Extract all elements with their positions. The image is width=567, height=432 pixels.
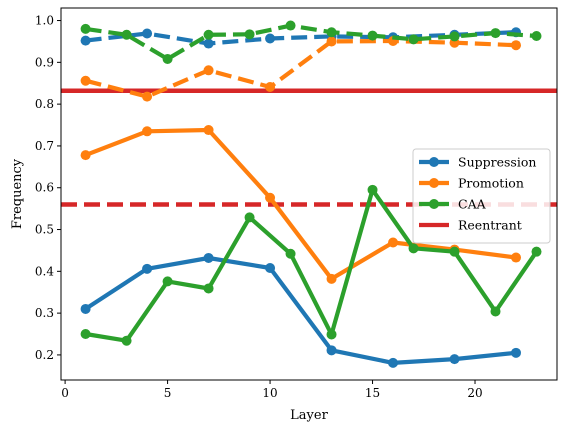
legend-box — [412, 148, 551, 244]
series-caa-point — [244, 212, 255, 223]
series-caa-point — [203, 283, 214, 294]
axes: 0 5 10 15 20 0.2 0.3 0.4 0.5 0.6 0.7 0.8 0.9 1.0 — [35, 7, 558, 400]
series-dashed-1-point — [142, 91, 153, 102]
series-promotion — [80, 125, 522, 284]
series-dashed-1-point — [326, 36, 337, 47]
series-suppression-point — [203, 252, 214, 263]
x-tick-label: 15 — [365, 386, 380, 400]
series-caa-point — [121, 335, 132, 346]
series-suppression-line — [84, 255, 517, 365]
y-tick-label: 0.9 — [35, 55, 54, 69]
legend-label: Promotion — [458, 176, 524, 191]
legend-marker — [429, 199, 439, 209]
legend-item-caa: CAA — [419, 197, 487, 212]
series-promotion-point — [511, 252, 522, 263]
series-dashed-2-point — [203, 29, 214, 40]
series-caa-point — [326, 329, 337, 340]
series-dashed-2-point — [531, 31, 542, 42]
legend-label: Reentrant — [458, 218, 522, 233]
series-suppression-point — [265, 262, 276, 273]
x-tick-label: 10 — [262, 386, 277, 400]
series-caa-point — [367, 184, 378, 195]
series-caa-line — [85, 187, 539, 343]
series-caa-point — [408, 243, 419, 254]
series-dashed-1-point — [511, 40, 522, 51]
legend: Suppression Promotion CAA Reentrant — [412, 148, 551, 244]
series-caa-point — [285, 248, 296, 259]
legend-marker — [429, 178, 439, 188]
series-promotion-point — [80, 150, 91, 161]
y-tick-label: 1.0 — [35, 14, 54, 28]
series-promotion-point — [142, 126, 153, 137]
series-dashed-2-point — [162, 53, 173, 64]
series-suppression-point — [142, 263, 153, 274]
series-dashed-2-point — [326, 27, 337, 38]
series-dashed-1-point — [265, 81, 276, 92]
reference-lines — [61, 88, 557, 207]
y-tick-label: 0.6 — [35, 181, 54, 195]
series-suppression-point — [511, 347, 522, 358]
y-axis-label: Frequency — [10, 158, 25, 229]
y-tick-label: 0.2 — [35, 348, 54, 362]
series-caa-point — [162, 276, 173, 287]
series-dashed-2-point — [121, 29, 132, 40]
y-tick-label: 0.3 — [35, 306, 54, 320]
series-dashed-1-point — [203, 65, 214, 76]
series-promotion-point — [265, 192, 276, 203]
series-caa-point — [490, 306, 501, 317]
y-tick-label: 0.5 — [35, 223, 54, 237]
series-caa-point — [80, 329, 91, 340]
series-suppression-point — [326, 345, 337, 356]
series-promotion-line — [84, 127, 517, 281]
legend-item-suppression: Suppression — [419, 155, 536, 170]
series-caa-point — [449, 246, 460, 257]
series-dashed-2-point — [490, 28, 501, 39]
series-dashed-2-point — [367, 30, 378, 41]
series-dashed-0-point — [265, 33, 276, 44]
series-suppression-point — [388, 357, 399, 368]
x-tick-label: 5 — [164, 386, 172, 400]
series-caa — [80, 184, 542, 346]
series-dashed-1-point — [80, 75, 91, 86]
series-dashed-2-line — [85, 23, 537, 62]
series-suppression — [80, 252, 522, 368]
series-dashed-2-point — [449, 31, 460, 42]
series-promotion-point — [388, 237, 399, 248]
series-dashed-2-point — [285, 20, 296, 31]
x-tick-label: 0 — [61, 386, 69, 400]
y-tick-label: 0.7 — [35, 139, 54, 153]
series-dashed-2 — [80, 20, 542, 64]
series-dashed-0-point — [142, 28, 153, 39]
series-suppression-point — [80, 303, 91, 314]
y-tick-label: 0.4 — [35, 264, 54, 278]
legend-marker — [429, 157, 439, 167]
series-promotion-point — [203, 125, 214, 136]
y-tick-label: 0.8 — [35, 97, 54, 111]
series-dashed-1 — [80, 36, 522, 102]
series-dashed-0-point — [80, 35, 91, 46]
plot-frame — [60, 7, 558, 381]
series-dashed-2-point — [408, 34, 419, 45]
legend-label: Suppression — [458, 155, 536, 170]
series-suppression-point — [449, 354, 460, 365]
legend-item-promotion: Promotion — [419, 176, 524, 191]
series-dashed-0-point — [203, 38, 214, 49]
x-axis-label: Layer — [290, 408, 328, 423]
series-dashed-1-line — [85, 38, 517, 99]
series-promotion-point — [326, 273, 337, 284]
x-tick-label: 20 — [467, 386, 482, 400]
legend-item-reentrant: Reentrant — [419, 218, 522, 233]
series-dashed-2-point — [244, 29, 255, 40]
series-caa-point — [531, 246, 542, 257]
series-lines — [80, 20, 542, 368]
legend-label: CAA — [458, 197, 487, 212]
series-dashed-2-point — [80, 23, 91, 34]
